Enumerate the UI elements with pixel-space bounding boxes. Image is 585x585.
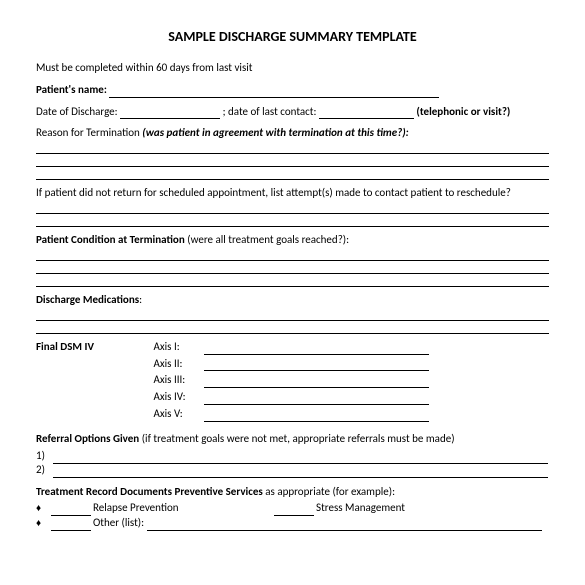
relapse-check[interactable]: [51, 505, 91, 516]
date-last-contact-label: ; date of last contact:: [223, 105, 317, 118]
axis-4-label: Axis IV:: [154, 390, 202, 405]
axis-2-field[interactable]: [204, 360, 429, 371]
meds-label: Discharge Medications: [36, 293, 139, 306]
condition-line-1[interactable]: [36, 250, 549, 261]
meds-line-2[interactable]: [36, 323, 549, 334]
axis-4-field[interactable]: [204, 394, 429, 405]
noreturn-text: If patient did not return for scheduled …: [36, 186, 549, 201]
referral-2: 2): [36, 463, 549, 478]
date-last-contact-field[interactable]: [319, 108, 414, 119]
noreturn-line-2[interactable]: [36, 216, 549, 227]
other-list-field[interactable]: [147, 520, 542, 531]
document-title: SAMPLE DISCHARGE SUMMARY TEMPLATE: [36, 28, 549, 47]
patient-name-row: Patient's name:: [36, 83, 549, 98]
referral-1: 1): [36, 449, 549, 464]
patient-name-field[interactable]: [109, 87, 439, 98]
treatment-label: Treatment Record Documents Preventive Se…: [36, 485, 263, 498]
treatment-row: Treatment Record Documents Preventive Se…: [36, 485, 549, 500]
bullet-row-2: ♦ Other (list):: [36, 516, 549, 531]
telephonic-label: (telephonic or visit?): [416, 105, 510, 118]
date-discharge-field[interactable]: [120, 108, 220, 119]
reason-label: Reason for Termination (was patient in a…: [36, 126, 409, 139]
axis-3-field[interactable]: [204, 377, 429, 388]
condition-line-3[interactable]: [36, 276, 549, 287]
condition-label: Patient Condition at Termination: [36, 233, 185, 246]
stress-check[interactable]: [274, 505, 314, 516]
diamond-icon: ♦: [36, 501, 48, 515]
dsm-section: Final DSM IV Axis I: Axis II: Axis III: …: [36, 340, 549, 422]
reason-line-1[interactable]: [36, 143, 549, 154]
axis-5-field[interactable]: [204, 411, 429, 422]
axis-1-label: Axis I:: [154, 340, 202, 355]
dsm-label: Final DSM IV: [36, 340, 151, 355]
referral-2-field[interactable]: [53, 467, 548, 478]
date-discharge-label: Date of Discharge:: [36, 105, 118, 118]
reason-row: Reason for Termination (was patient in a…: [36, 126, 549, 141]
reason-line-2[interactable]: [36, 156, 549, 167]
referral-label: Referral Options Given: [36, 432, 139, 445]
axis-1-field[interactable]: [204, 344, 429, 355]
referral-row-header: Referral Options Given (if treatment goa…: [36, 432, 549, 447]
noreturn-line-1[interactable]: [36, 203, 549, 214]
meds-line-1[interactable]: [36, 310, 549, 321]
condition-line-2[interactable]: [36, 263, 549, 274]
condition-row: Patient Condition at Termination (were a…: [36, 233, 549, 248]
other-check[interactable]: [51, 520, 91, 531]
axis-3-label: Axis III:: [154, 373, 202, 388]
axis-5-label: Axis V:: [154, 407, 202, 422]
dates-row: Date of Discharge: ; date of last contac…: [36, 105, 549, 120]
subtitle: Must be completed within 60 days from la…: [36, 61, 549, 76]
axis-2-label: Axis II:: [154, 357, 202, 372]
meds-row: Discharge Medications:: [36, 293, 549, 308]
diamond-icon: ♦: [36, 516, 48, 530]
reason-line-3[interactable]: [36, 169, 549, 180]
patient-name-label: Patient's name:: [36, 83, 107, 96]
bullet-row-1: ♦ Relapse Prevention Stress Management: [36, 501, 549, 516]
